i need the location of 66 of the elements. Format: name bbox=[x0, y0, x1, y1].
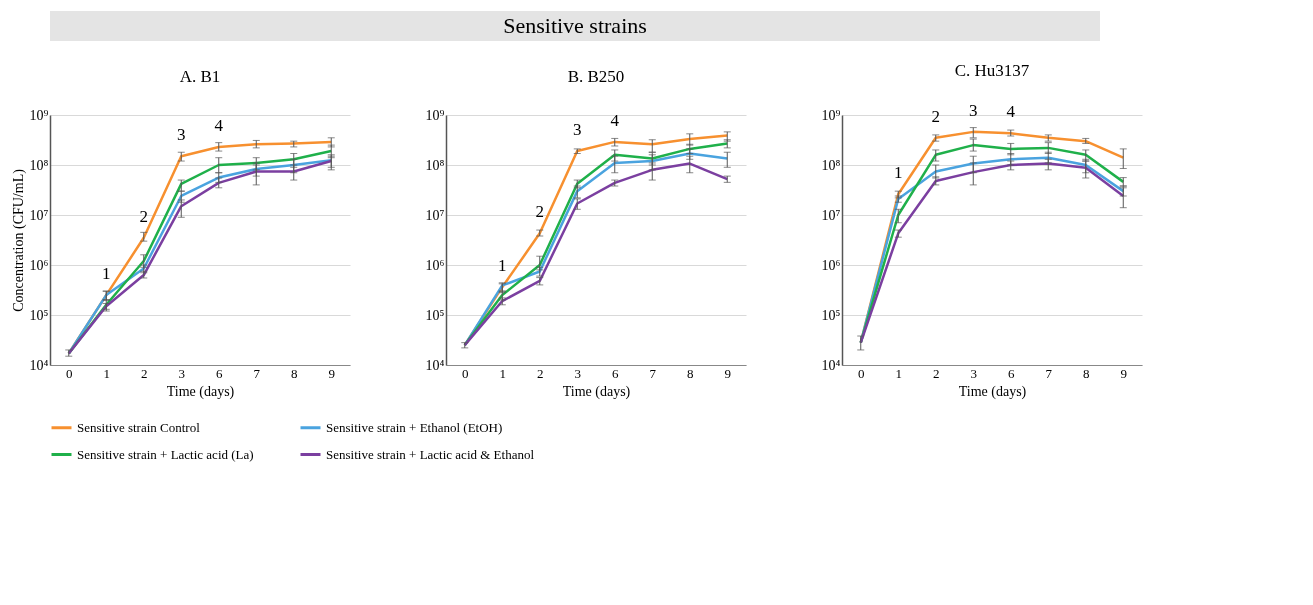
x-tick-label: 2 bbox=[141, 365, 148, 381]
chart-title: C. Hu3137 bbox=[954, 60, 1030, 80]
x-tick-label: 0 bbox=[462, 365, 469, 381]
annotation: 4 bbox=[610, 110, 620, 130]
x-tick-label: 7 bbox=[1045, 365, 1053, 381]
text: Sensitive strains bbox=[503, 13, 647, 38]
x-tick-label: 1 bbox=[103, 365, 110, 381]
y-tick-label: 10⁶ bbox=[425, 257, 445, 273]
y-tick-label: 10⁸ bbox=[425, 157, 445, 173]
x-tick-label: 0 bbox=[858, 365, 865, 381]
x-tick-label: 8 bbox=[1083, 365, 1090, 381]
chart-title: A. B1 bbox=[179, 67, 221, 86]
x-tick-label: 8 bbox=[687, 365, 694, 381]
y-tick-label: 10⁷ bbox=[425, 207, 445, 223]
y-tick-label: 10⁶ bbox=[821, 257, 841, 273]
x-tick-label: 9 bbox=[328, 365, 335, 381]
y-tick-label: 10⁹ bbox=[425, 107, 445, 123]
annotation: 2 bbox=[535, 202, 544, 222]
x-tick-label: 6 bbox=[612, 365, 619, 381]
chart-title: B. B250 bbox=[567, 67, 625, 86]
x-tick-label: 3 bbox=[574, 365, 581, 381]
annotation: 3 bbox=[573, 120, 582, 140]
x-tick-label: 7 bbox=[649, 365, 657, 381]
x-axis-title: Time (days) bbox=[562, 383, 631, 400]
y-axis-title: Concentration (CFU/mL) bbox=[10, 168, 27, 312]
x-tick-label: 2 bbox=[933, 365, 940, 381]
x-axis-title: Time (days) bbox=[166, 383, 235, 400]
x-tick-label: 9 bbox=[724, 365, 731, 381]
y-tick-label: 10⁸ bbox=[29, 157, 49, 173]
annotation: 4 bbox=[1006, 102, 1016, 122]
x-tick-label: 6 bbox=[216, 365, 223, 381]
y-tick-label: 10⁹ bbox=[821, 107, 841, 123]
annotation: 2 bbox=[931, 106, 940, 126]
x-tick-label: 1 bbox=[895, 365, 902, 381]
x-tick-label: 7 bbox=[253, 365, 261, 381]
legend-label: Sensitive strain + Ethanol (EtOH) bbox=[326, 419, 503, 435]
annotation: 4 bbox=[214, 115, 224, 135]
x-tick-label: 8 bbox=[291, 365, 298, 381]
x-tick-label: 2 bbox=[537, 365, 544, 381]
annotation: 1 bbox=[498, 256, 507, 276]
x-tick-label: 9 bbox=[1120, 365, 1127, 381]
y-tick-label: 10⁶ bbox=[29, 257, 49, 273]
x-tick-label: 3 bbox=[178, 365, 185, 381]
annotation: 1 bbox=[102, 264, 111, 284]
y-tick-label: 10⁴ bbox=[425, 357, 445, 373]
y-tick-label: 10⁴ bbox=[29, 357, 49, 373]
y-tick-label: 10⁹ bbox=[29, 107, 49, 123]
annotation: 2 bbox=[139, 206, 148, 226]
y-tick-label: 10⁸ bbox=[821, 157, 841, 173]
x-tick-label: 1 bbox=[499, 365, 506, 381]
y-tick-label: 10⁵ bbox=[425, 307, 445, 323]
x-axis-title: Time (days) bbox=[958, 383, 1027, 400]
y-tick-label: 10⁵ bbox=[821, 307, 841, 323]
annotation: 3 bbox=[177, 125, 186, 145]
x-tick-label: 6 bbox=[1008, 365, 1015, 381]
annotation: 1 bbox=[894, 163, 903, 183]
x-tick-label: 0 bbox=[66, 365, 73, 381]
y-tick-label: 10⁷ bbox=[821, 207, 841, 223]
legend-label: Sensitive strain Control bbox=[77, 419, 201, 435]
x-tick-label: 3 bbox=[970, 365, 977, 381]
y-tick-label: 10⁴ bbox=[821, 357, 841, 373]
y-tick-label: 10⁷ bbox=[29, 207, 49, 223]
annotation: 3 bbox=[969, 100, 978, 120]
legend-label: Sensitive strain + Lactic acid & Ethanol bbox=[326, 446, 535, 462]
legend-label: Sensitive strain + Lactic acid (La) bbox=[77, 446, 254, 462]
y-tick-label: 10⁵ bbox=[29, 307, 49, 323]
